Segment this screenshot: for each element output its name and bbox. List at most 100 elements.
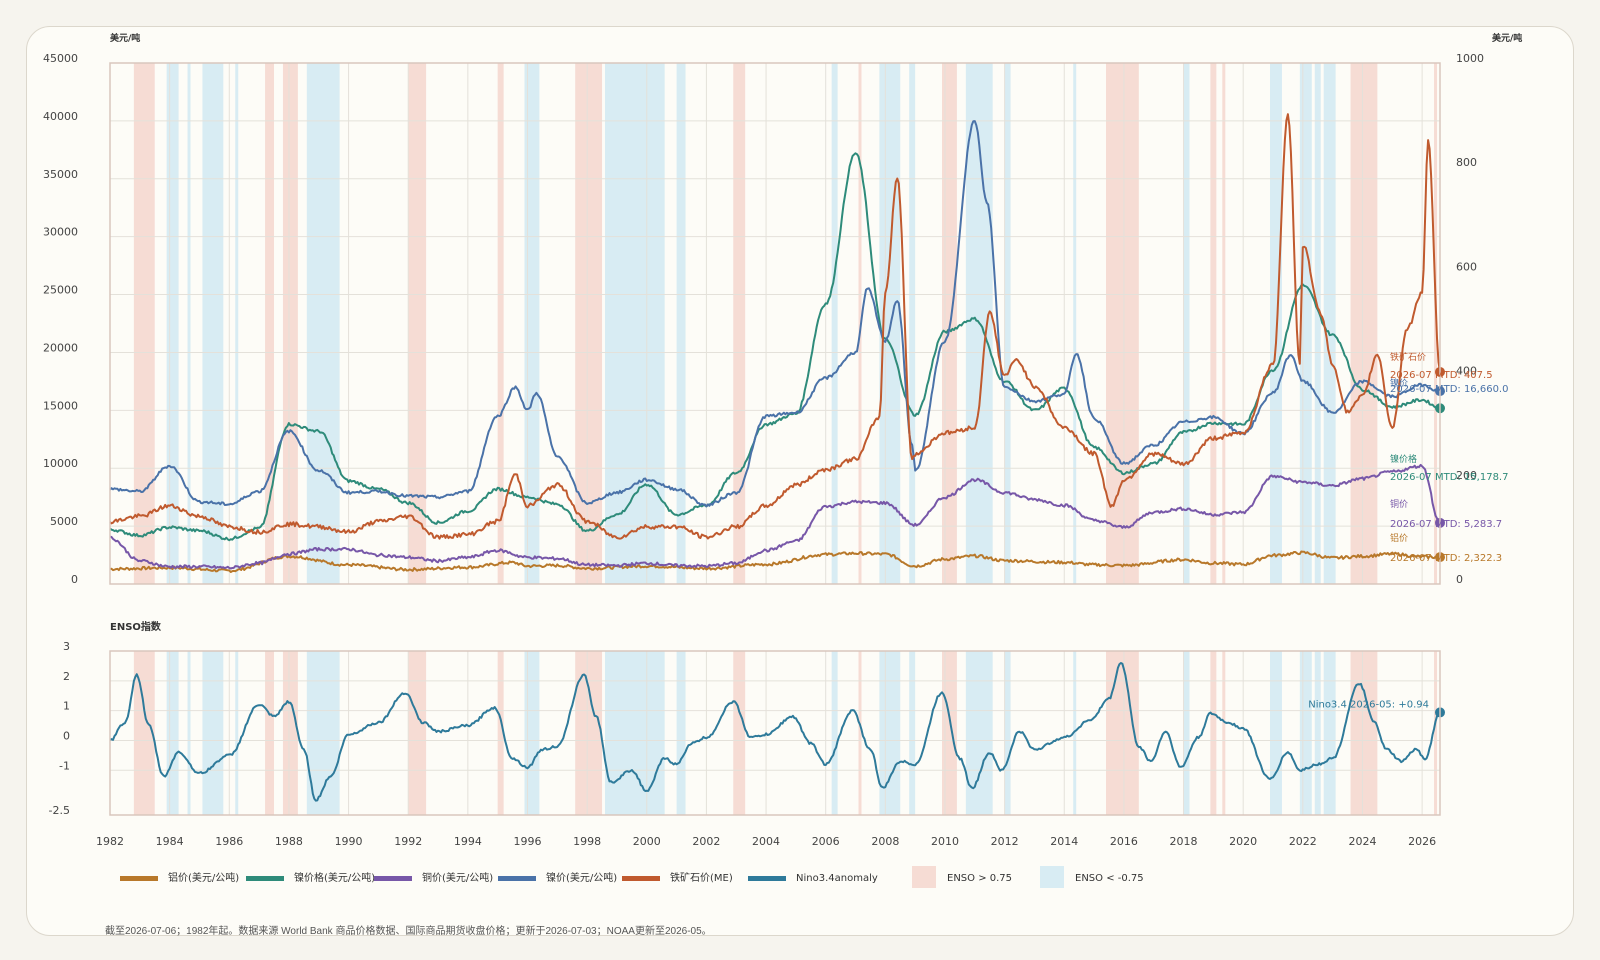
bottom-tick-label-0: -2.5 xyxy=(49,804,70,817)
enso-band-cold-bottom-3 xyxy=(235,651,239,815)
left-tick-label-9: 45000 xyxy=(43,52,78,65)
enso-band-cold-bottom-2 xyxy=(202,651,224,815)
x-tick-label-7: 1996 xyxy=(513,835,541,848)
enso-panel-label: ENSO指数 xyxy=(110,620,162,633)
end-label-name-4: 铝价 xyxy=(1390,532,1408,544)
enso-band-cold-bottom-17 xyxy=(1314,651,1321,815)
x-tick-label-3: 1988 xyxy=(275,835,303,848)
enso-band-warm-top-7 xyxy=(858,63,862,584)
enso-band-warm-top-12 xyxy=(1350,63,1378,584)
x-tick-label-21: 2024 xyxy=(1348,835,1376,848)
enso-band-warm-top-3 xyxy=(408,63,427,584)
x-tick-label-19: 2020 xyxy=(1229,835,1257,848)
series-line-1 xyxy=(109,152,1441,542)
left-tick-label-5: 25000 xyxy=(43,284,78,297)
right-tick-label-5: 1000 xyxy=(1456,52,1484,65)
x-tick-label-20: 2022 xyxy=(1289,835,1317,848)
enso-band-warm-top-1 xyxy=(265,63,275,584)
enso-band-cold-bottom-16 xyxy=(1299,651,1312,815)
end-label-value-4: 2026-07 MTD: 2,322.3 xyxy=(1390,553,1502,564)
enso-band-cold-top-13 xyxy=(1073,63,1077,584)
enso-band-warm-bottom-6 xyxy=(733,651,746,815)
x-tick-label-4: 1990 xyxy=(335,835,363,848)
enso-band-warm-top-5 xyxy=(575,63,603,584)
right-tick-label-3: 600 xyxy=(1456,260,1477,273)
enso-band-cold-top-15 xyxy=(1270,63,1282,584)
legend-swatch-3 xyxy=(498,876,536,881)
bottom-tick-label-4: 2 xyxy=(63,670,70,683)
enso-band-cold-top-2 xyxy=(202,63,224,584)
left-tick-label-4: 20000 xyxy=(43,341,78,354)
legend-warm-label: ENSO > 0.75 xyxy=(947,873,1012,884)
enso-band-cold-top-5 xyxy=(524,63,540,584)
enso-band-cold-bottom-14 xyxy=(1183,651,1190,815)
x-tick-label-11: 2004 xyxy=(752,835,780,848)
enso-band-warm-bottom-7 xyxy=(858,651,862,815)
enso-band-cold-bottom-0 xyxy=(166,651,179,815)
x-tick-label-10: 2002 xyxy=(692,835,720,848)
end-label-value-2: 2026-07 MTD: 15,178.7 xyxy=(1390,472,1508,483)
x-tick-label-15: 2012 xyxy=(991,835,1019,848)
x-tick-label-9: 2000 xyxy=(633,835,661,848)
x-tick-label-2: 1986 xyxy=(215,835,243,848)
enso-band-cold-top-8 xyxy=(831,63,838,584)
legend-label-4: 铁矿石价(ME) xyxy=(670,871,733,884)
right-tick-label-2: 400 xyxy=(1456,365,1477,378)
enso-band-cold-bottom-8 xyxy=(831,651,838,815)
bottom-tick-label-2: 0 xyxy=(63,729,70,742)
legend-swatch-4 xyxy=(622,876,660,881)
enso-band-warm-bottom-11 xyxy=(1222,651,1226,815)
x-tick-label-17: 2016 xyxy=(1110,835,1138,848)
x-tick-label-16: 2014 xyxy=(1050,835,1078,848)
enso-band-warm-top-4 xyxy=(497,63,504,584)
enso-band-cold-bottom-9 xyxy=(879,651,901,815)
enso-band-warm-bottom-2 xyxy=(282,651,298,815)
legend-label-1: 镍价格(美元/公吨) xyxy=(294,871,375,884)
series-line-2 xyxy=(109,463,1441,570)
legend-label-3: 镍价(美元/公吨) xyxy=(546,871,617,884)
source-note: 截至2026-07-06；1982年起。数据来源 World Bank 商品价格… xyxy=(105,926,712,937)
enso-band-warm-top-11 xyxy=(1222,63,1226,584)
enso-band-warm-top-10 xyxy=(1210,63,1217,584)
series-line-0 xyxy=(109,550,1441,573)
bottom-tick-label-1: -1 xyxy=(59,759,70,772)
enso-band-cold-top-12 xyxy=(1004,63,1011,584)
left-tick-label-8: 40000 xyxy=(43,110,78,123)
enso-band-cold-bottom-15 xyxy=(1270,651,1282,815)
enso-band-cold-top-16 xyxy=(1299,63,1312,584)
enso-band-cold-top-6 xyxy=(605,63,665,584)
top-panel-frame xyxy=(109,62,1441,585)
left-tick-label-6: 30000 xyxy=(43,226,78,239)
end-label-name-2: 镍价格 xyxy=(1390,453,1417,465)
enso-band-cold-top-3 xyxy=(235,63,239,584)
enso-band-cold-bottom-10 xyxy=(909,651,916,815)
enso-band-cold-bottom-5 xyxy=(524,651,540,815)
enso-band-warm-bottom-12 xyxy=(1350,651,1378,815)
x-tick-label-18: 2018 xyxy=(1170,835,1198,848)
enso-band-warm-bottom-1 xyxy=(265,651,275,815)
enso-band-cold-bottom-13 xyxy=(1073,651,1077,815)
legend-swatch-5 xyxy=(748,876,786,881)
x-tick-label-6: 1994 xyxy=(454,835,482,848)
series-line-4 xyxy=(109,113,1441,540)
end-label-value-3: 2026-07 MTD: 5,283.7 xyxy=(1390,519,1502,530)
x-tick-label-13: 2008 xyxy=(871,835,899,848)
enso-band-cold-top-14 xyxy=(1183,63,1190,584)
left-tick-label-0: 0 xyxy=(71,573,78,586)
legend-swatch-1 xyxy=(246,876,284,881)
x-tick-label-5: 1992 xyxy=(394,835,422,848)
right-axis-label: 美元/吨 xyxy=(1492,32,1522,44)
end-label-value-0: 2026-07 MTD: 407.5 xyxy=(1390,370,1493,381)
enso-band-cold-bottom-6 xyxy=(605,651,665,815)
legend-swatch-2 xyxy=(374,876,412,881)
legend-warm-swatch xyxy=(912,866,936,888)
enso-band-cold-top-4 xyxy=(306,63,340,584)
enso-band-cold-top-10 xyxy=(909,63,916,584)
enso-band-warm-bottom-4 xyxy=(497,651,504,815)
enso-band-cold-top-18 xyxy=(1323,63,1336,584)
x-tick-label-12: 2006 xyxy=(812,835,840,848)
enso-band-warm-bottom-5 xyxy=(575,651,603,815)
enso-band-warm-bottom-8 xyxy=(941,651,957,815)
left-tick-label-7: 35000 xyxy=(43,168,78,181)
enso-band-cold-bottom-11 xyxy=(965,651,993,815)
